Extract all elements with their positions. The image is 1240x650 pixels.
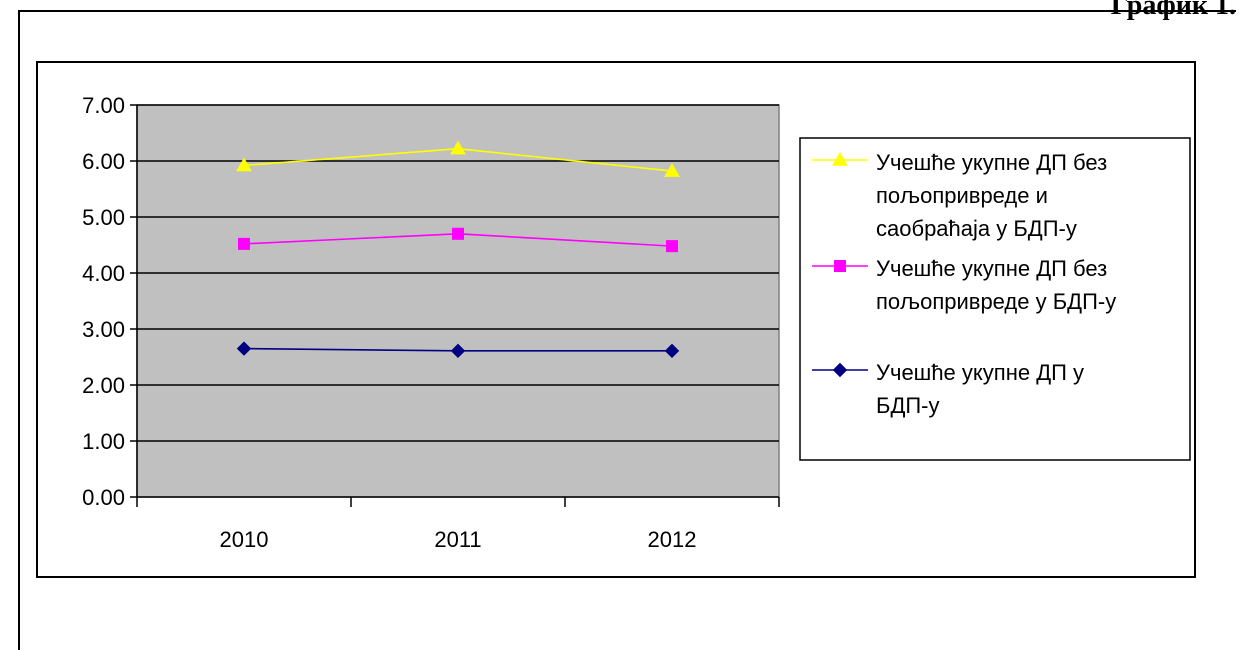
- data-point: [664, 343, 680, 359]
- plot-area: [136, 104, 780, 498]
- legend-box: [799, 137, 1191, 461]
- x-tick-label: 2010: [220, 527, 269, 552]
- legend-label: пољопривреде и: [876, 183, 1048, 208]
- figure-label: График 1.: [1110, 0, 1236, 21]
- line-chart: 0.00 1.00 2.00 3.00 4.00 5.00 6.00 7.00 2010 2011…: [36, 61, 1196, 578]
- legend-label: Учешће укупне ДП у: [876, 360, 1084, 385]
- y-tick-label: 6.00: [82, 149, 125, 174]
- data-point: [450, 343, 466, 359]
- outer-frame: График 1.: [18, 0, 1236, 650]
- data-point: [666, 240, 678, 253]
- data-point: [452, 227, 464, 240]
- legend-marker: [834, 260, 846, 272]
- legend-marker: [832, 362, 848, 378]
- data-point: [450, 140, 466, 155]
- y-tick-label: 7.00: [82, 93, 125, 118]
- x-tick-label: 2012: [648, 527, 697, 552]
- data-point: [238, 237, 250, 250]
- legend-label: пољопривреде у БДП-у: [876, 289, 1116, 314]
- legend-marker: [832, 151, 848, 166]
- y-tick-label: 3.00: [82, 317, 125, 342]
- y-tick-label: 1.00: [82, 429, 125, 454]
- data-point: [236, 157, 252, 172]
- legend-label: Учешће укупне ДП без: [876, 256, 1107, 281]
- legend-label: Учешће укупне ДП без: [876, 150, 1107, 175]
- legend-label: саобраћаја у БДП-у: [876, 216, 1077, 241]
- data-point: [664, 163, 680, 177]
- x-tick-label: 2011: [434, 527, 481, 552]
- y-tick-label: 5.00: [82, 205, 125, 230]
- y-tick-label: 2.00: [82, 373, 125, 398]
- y-tick-label: 4.00: [82, 261, 125, 286]
- legend-label: БДП-у: [876, 393, 939, 418]
- y-tick-label: 0.00: [82, 485, 125, 510]
- data-point: [236, 341, 252, 356]
